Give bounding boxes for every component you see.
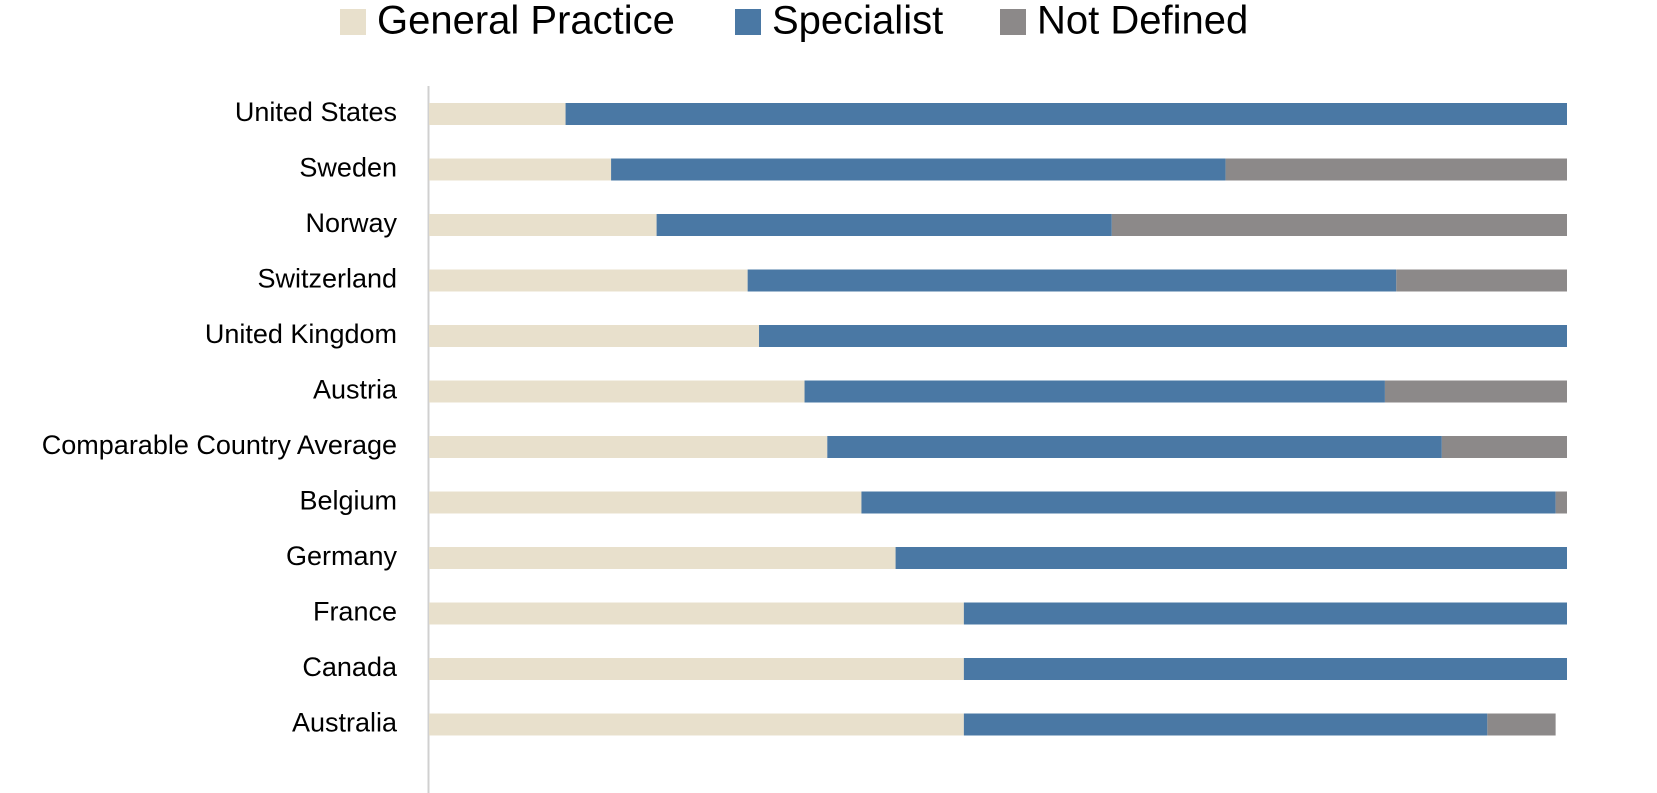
- y-tick-label: Norway: [305, 208, 397, 238]
- bar-segment: [429, 713, 964, 736]
- bar-segment: [1487, 713, 1556, 736]
- y-tick-label: United Kingdom: [205, 319, 397, 349]
- legend-label: General Practice: [377, 0, 675, 43]
- y-tick-label: United States: [235, 97, 397, 127]
- bar-segment: [747, 269, 1397, 292]
- y-tick-label: Australia: [292, 708, 398, 738]
- legend-label: Not Defined: [1037, 0, 1248, 43]
- legend-swatch: [340, 9, 366, 35]
- bar-segment: [611, 158, 1226, 181]
- bar-segment: [429, 158, 612, 181]
- bar-segment: [963, 602, 1567, 625]
- legend-swatch: [1000, 9, 1026, 35]
- bar-segment: [429, 269, 748, 292]
- bar-segment: [1441, 436, 1567, 458]
- legend-swatch: [735, 9, 761, 35]
- bar-segment: [861, 491, 1556, 514]
- bar-segment: [1225, 158, 1567, 181]
- y-tick-label: Comparable Country Average: [42, 430, 397, 460]
- bar-segment: [429, 103, 566, 125]
- bar-segment: [1396, 269, 1567, 292]
- y-tick-label: Germany: [286, 541, 398, 571]
- bar-segment: [429, 658, 964, 680]
- bar-segment: [1111, 214, 1567, 236]
- bar-segment: [429, 602, 964, 625]
- bar-segment: [963, 713, 1488, 736]
- bar-segment: [656, 214, 1112, 236]
- bar-segment: [429, 325, 760, 347]
- bar-segment: [429, 214, 657, 236]
- bar-segment: [565, 103, 1567, 125]
- y-tick-label: France: [313, 597, 397, 627]
- bar-segment: [895, 547, 1567, 569]
- bar-segment: [1555, 491, 1567, 514]
- legend-label: Specialist: [772, 0, 943, 43]
- y-tick-label: Sweden: [299, 153, 397, 183]
- bar-segment: [963, 658, 1567, 680]
- y-tick-label: Switzerland: [257, 264, 397, 294]
- y-tick-label: Belgium: [299, 486, 397, 516]
- bar-segment: [429, 436, 828, 458]
- bar-segment: [827, 436, 1442, 458]
- bar-segment: [759, 325, 1567, 347]
- y-tick-label: Austria: [313, 375, 398, 405]
- bar-segment: [429, 547, 896, 569]
- bar-segment: [804, 380, 1385, 403]
- bar-segment: [429, 380, 805, 403]
- bar-segment: [1384, 380, 1567, 403]
- y-tick-label: Canada: [302, 652, 398, 682]
- bar-segment: [429, 491, 862, 514]
